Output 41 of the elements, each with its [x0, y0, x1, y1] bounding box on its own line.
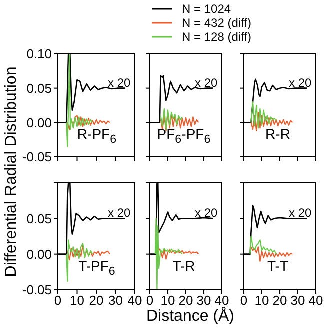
- annotation: x 20: [195, 206, 218, 220]
- x-tick-label: 40: [128, 293, 142, 308]
- x-tick-label: 0: [54, 293, 62, 308]
- y-axis-title: Differential Radial Distribution: [3, 66, 21, 278]
- annotation: x 20: [108, 76, 131, 90]
- legend-label: N = 432 (diff): [182, 16, 252, 30]
- y-tick-label: 0.05: [26, 80, 52, 96]
- x-tick-label: 20: [272, 293, 288, 308]
- y-tick-label: -0.05: [22, 150, 52, 165]
- y-tick-label: 0.10: [26, 46, 52, 62]
- line-series: [67, 245, 111, 261]
- annotation: x 20: [195, 76, 218, 90]
- x-tick-label: 30: [290, 293, 306, 308]
- text: T-R: [172, 258, 196, 274]
- annotation: x 20: [289, 76, 312, 90]
- line-series: [67, 115, 111, 130]
- annotation: x 20: [289, 206, 312, 220]
- x-tick-label: 0: [240, 293, 248, 308]
- x-tick-label: 10: [160, 293, 176, 308]
- text: R-R: [264, 126, 292, 142]
- x-tick-label: 10: [254, 293, 270, 308]
- x-tick-label: 40: [308, 293, 324, 308]
- text: T-PF$_{6}$: [78, 258, 116, 278]
- x-tick-label: 40: [214, 293, 230, 308]
- text: PF$_{6}$-PF$_{6}$: [156, 126, 212, 146]
- x-axis-title: Distance (Å): [145, 308, 236, 326]
- x-tick-label: 30: [196, 293, 212, 308]
- y-tick-label: 0.00: [26, 246, 52, 262]
- y-tick-label: -0.05: [22, 282, 52, 298]
- legend-label: N = 128 (diff): [182, 30, 252, 44]
- x-tick-label: 20: [178, 293, 194, 308]
- annotation: x 20: [108, 206, 131, 220]
- y-tick-label: 0.05: [26, 211, 52, 226]
- legend-label: N = 1024: [182, 2, 232, 16]
- text: R-PF$_{6}$: [76, 126, 118, 146]
- x-tick-label: 30: [108, 293, 123, 308]
- x-tick-label: 20: [89, 293, 104, 308]
- x-tick-label: 10: [70, 293, 84, 308]
- text: T-T: [266, 258, 290, 274]
- x-tick-label: 0: [146, 293, 154, 308]
- y-tick-label: 0.00: [26, 115, 52, 130]
